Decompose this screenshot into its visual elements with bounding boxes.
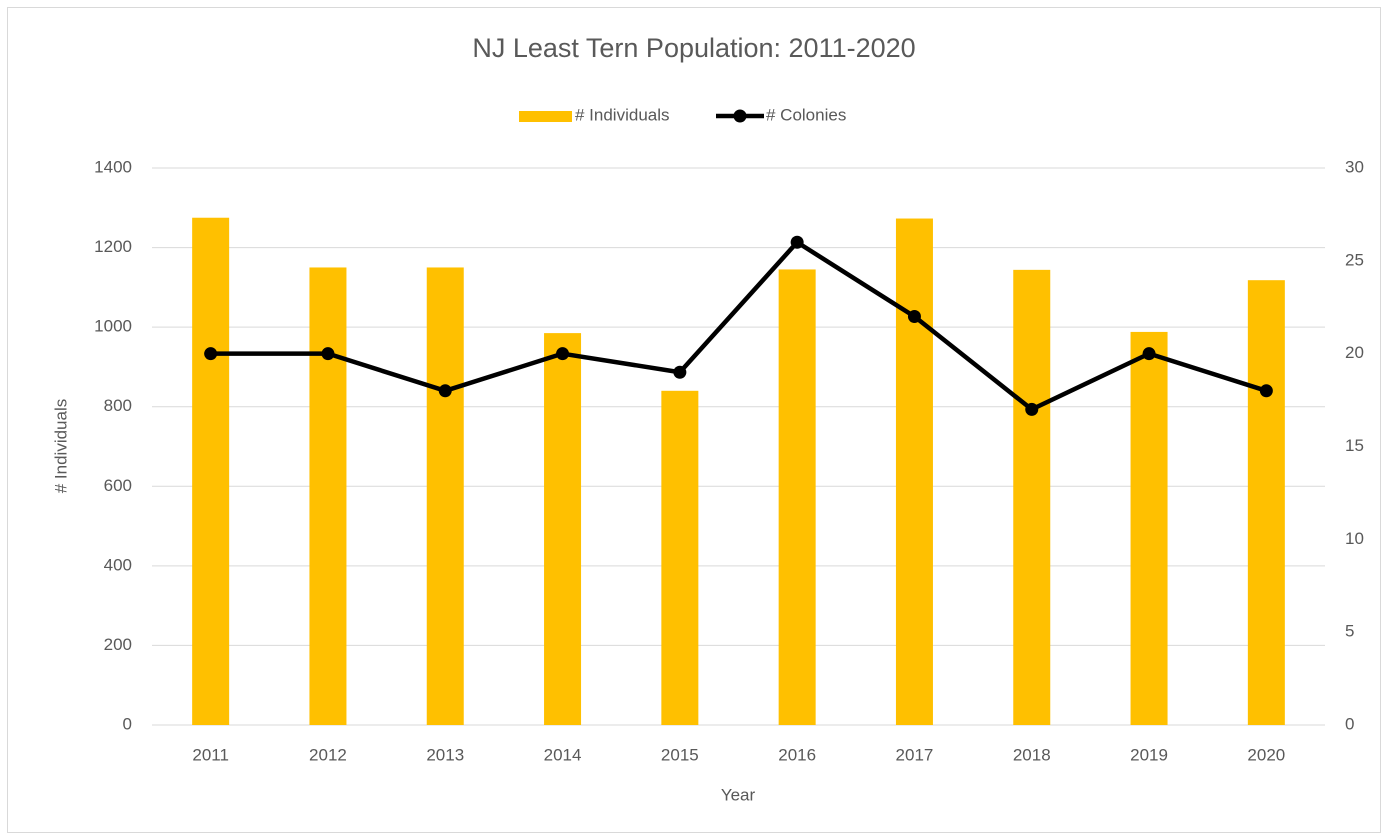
- y2-tick-label: 20: [1345, 343, 1364, 362]
- y-tick-label: 200: [104, 635, 132, 654]
- legend-swatch: [519, 111, 572, 122]
- chart-title: NJ Least Tern Population: 2011-2020: [472, 33, 915, 63]
- marker: [790, 235, 804, 249]
- y2-tick-label: 25: [1345, 250, 1364, 269]
- marker: [673, 365, 687, 379]
- y-tick-label: 1000: [94, 317, 132, 336]
- x-tick-label: 2015: [661, 745, 699, 764]
- bar: [192, 217, 230, 725]
- bar: [544, 333, 582, 725]
- legend-label: # Individuals: [575, 105, 670, 124]
- x-tick-label: 2013: [426, 745, 464, 764]
- y2-tick-label: 15: [1345, 436, 1364, 455]
- x-tick-label: 2020: [1247, 745, 1285, 764]
- legend-swatch: [733, 109, 747, 123]
- y2-tick-label: 5: [1345, 622, 1354, 641]
- y-tick-label: 0: [123, 714, 132, 733]
- bar: [778, 269, 816, 725]
- line: [210, 240, 1268, 412]
- x-tick-label: 2014: [544, 745, 582, 764]
- legend-label: # Colonies: [766, 105, 846, 124]
- bar: [426, 267, 464, 725]
- x-tick-label: 2016: [778, 745, 816, 764]
- marker: [1142, 347, 1156, 361]
- bar: [309, 267, 347, 725]
- marker: [204, 347, 218, 361]
- bar: [1247, 280, 1285, 725]
- y-tick-label: 1200: [94, 237, 132, 256]
- x-tick-label: 2017: [896, 745, 934, 764]
- y-axis-label: # Individuals: [51, 399, 70, 494]
- x-tick-label: 2011: [192, 745, 229, 764]
- bar: [895, 218, 933, 725]
- marker: [321, 347, 335, 361]
- marker: [556, 347, 570, 361]
- x-tick-label: 2018: [1013, 745, 1051, 764]
- marker: [1259, 384, 1273, 398]
- y2-tick-label: 0: [1345, 714, 1354, 733]
- y-tick-label: 400: [104, 555, 132, 574]
- bar: [661, 390, 699, 725]
- y-tick-label: 600: [104, 476, 132, 495]
- x-tick-label: 2012: [309, 745, 347, 764]
- bar: [1130, 331, 1168, 725]
- y-tick-label: 800: [104, 396, 132, 415]
- bar: [1013, 269, 1051, 725]
- y-tick-label: 1400: [94, 157, 132, 176]
- marker: [907, 310, 921, 324]
- marker: [438, 384, 452, 398]
- y2-tick-label: 10: [1345, 529, 1364, 548]
- y2-tick-label: 30: [1345, 157, 1364, 176]
- marker: [1025, 402, 1039, 416]
- x-axis-label: Year: [721, 785, 756, 804]
- x-tick-label: 2019: [1130, 745, 1168, 764]
